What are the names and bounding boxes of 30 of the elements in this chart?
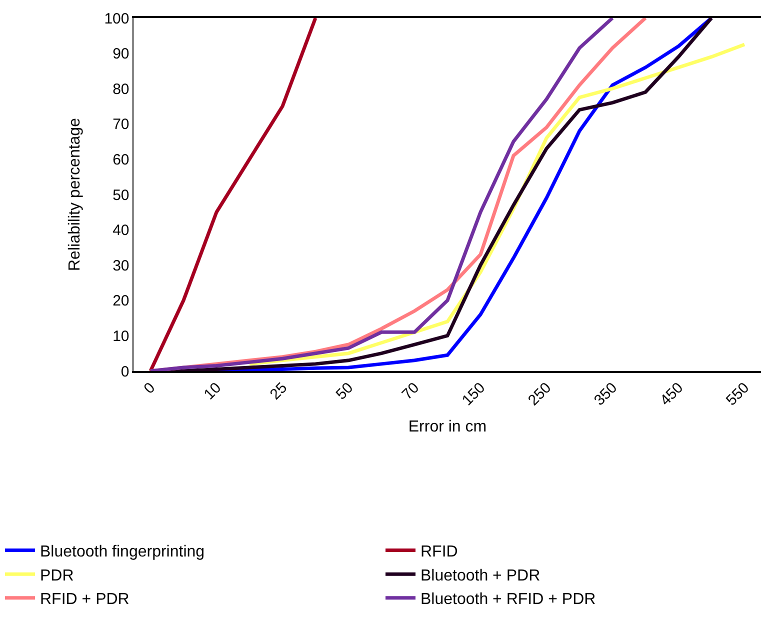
y-tick-label: 70	[112, 116, 130, 134]
legend-label: RFID + PDR	[40, 591, 130, 608]
legend-label: RFID	[420, 544, 458, 561]
x-tick-label: 150	[458, 379, 489, 410]
x-tick-label: 350	[590, 379, 621, 410]
y-tick-label: 20	[112, 292, 130, 310]
y-tick-label: 40	[112, 222, 130, 240]
x-tick-label: 10	[200, 379, 225, 404]
x-tick-label: 0	[140, 379, 159, 398]
x-tick-label: 70	[398, 379, 423, 404]
y-tick-label: 10	[112, 328, 130, 345]
x-axis-title: Error in cm	[408, 418, 487, 436]
y-axis-title: Reliability percentage	[66, 118, 84, 271]
legend-label: Bluetooth + PDR	[420, 567, 540, 584]
x-tick-label: 550	[722, 379, 753, 410]
legend-label: PDR	[40, 567, 74, 584]
x-tick-label: 450	[656, 379, 687, 410]
y-tick-label: 60	[112, 151, 130, 168]
x-tick-label: 50	[332, 379, 357, 404]
x-tick-label: 250	[524, 379, 555, 410]
line-series	[148, 18, 318, 371]
y-tick-label: 90	[112, 46, 130, 63]
y-tick-label: 100	[104, 10, 130, 28]
y-tick-label: 0	[120, 363, 130, 380]
legend-label: Bluetooth fingerprinting	[40, 544, 205, 561]
legend-label: Bluetooth + RFID + PDR	[420, 591, 596, 608]
y-tick-label: 80	[112, 80, 130, 98]
x-tick-label: 25	[266, 379, 291, 404]
y-tick-label: 50	[112, 186, 130, 204]
y-tick-label: 30	[112, 257, 130, 274]
